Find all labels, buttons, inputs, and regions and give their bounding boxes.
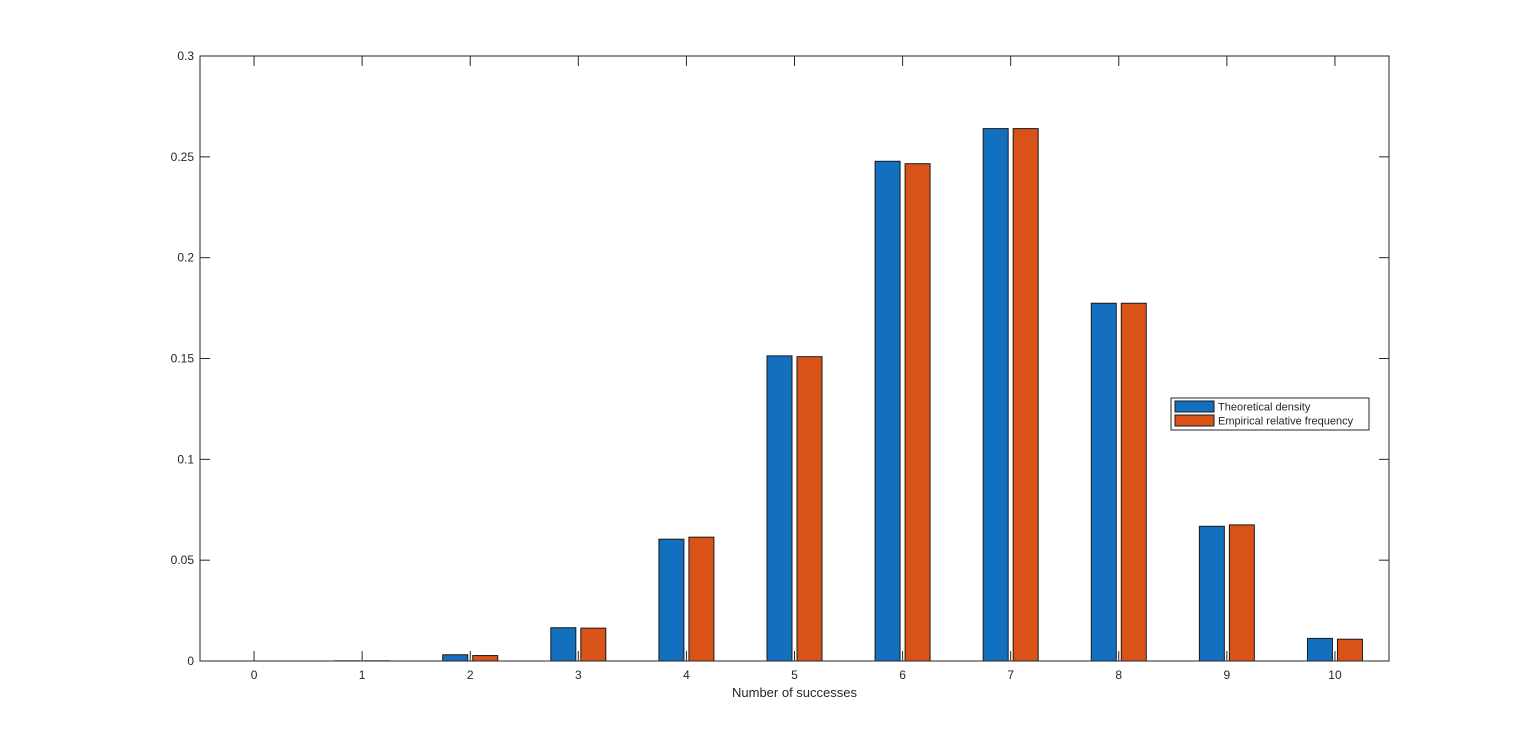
x-tick-labels: 0 1 2 3 4 5 6 7 8 9 10 [251,668,1342,682]
legend: Theoretical density Empirical relative f… [1170,397,1370,431]
bar-theoretical-4 [658,538,685,662]
x-tick-label: 8 [1115,668,1122,682]
bar-theoretical-6 [874,160,901,662]
y-tick-label: 0.15 [171,352,195,366]
bar-theoretical-2 [442,654,469,662]
bar-theoretical-3 [550,627,577,662]
x-tick-label: 5 [791,668,798,682]
bar-theoretical-8 [1090,302,1117,662]
bar-empirical-4 [688,536,715,662]
x-tick-label: 7 [1007,668,1014,682]
legend-swatch-empirical [1174,414,1215,427]
x-tick-label: 0 [251,668,258,682]
axes-box [199,55,1390,662]
y-tick-label: 0.25 [171,150,195,164]
bar-theoretical-7 [982,128,1009,662]
x-tick-label: 10 [1328,668,1342,682]
bars-layer [334,128,1363,662]
bar-theoretical-10 [1306,637,1333,662]
bar-empirical-7 [1012,128,1039,662]
y-tick-label: 0.2 [177,251,194,265]
x-tick-label: 3 [575,668,582,682]
y-tick-labels: 0 0.05 0.1 0.15 0.2 0.25 0.3 [171,49,195,668]
legend-label-empirical: Empirical relative frequency [1218,416,1354,428]
y-tick-label: 0.05 [171,553,195,567]
y-tick-label: 0.1 [177,452,194,466]
x-tick-label: 4 [683,668,690,682]
legend-label-theoretical: Theoretical density [1218,402,1311,414]
bar-empirical-8 [1120,302,1147,662]
bar-empirical-9 [1228,524,1255,662]
y-tick-label: 0 [187,654,194,668]
bar-empirical-2 [472,655,499,662]
plot-area [200,56,1389,661]
bar-empirical-6 [904,163,931,662]
x-tick-label: 6 [899,668,906,682]
bar-empirical-3 [580,627,607,662]
x-tick-label: 2 [467,668,474,682]
ticks-layer [200,55,1389,662]
x-axis-title: Number of successes [732,685,857,700]
bar-theoretical-5 [766,355,793,662]
legend-swatch-theoretical [1174,400,1215,413]
bar-empirical-10 [1336,638,1363,662]
bar-theoretical-9 [1198,525,1225,662]
bar-empirical-5 [796,356,823,662]
x-tick-label: 1 [359,668,366,682]
y-tick-label: 0.3 [177,49,194,63]
x-tick-label: 9 [1224,668,1231,682]
